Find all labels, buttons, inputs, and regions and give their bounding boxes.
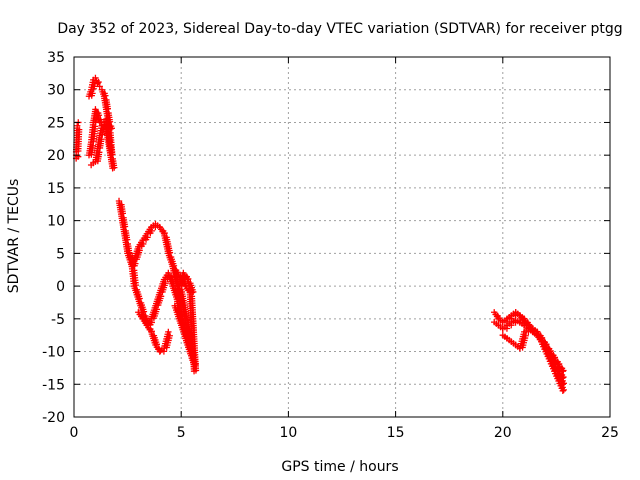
series-early-cluster-a xyxy=(72,119,83,162)
y-tick-label: 5 xyxy=(56,246,65,262)
y-tick-label: 35 xyxy=(47,50,65,66)
y-axis-title: SDTVAR / TECUs xyxy=(6,179,22,294)
plot-frame xyxy=(73,56,611,418)
data-point xyxy=(559,387,567,395)
x-tick-label: 20 xyxy=(494,425,512,441)
data-point xyxy=(132,260,139,267)
data-point xyxy=(136,247,143,254)
series-late-track-4 xyxy=(503,309,567,375)
x-tick-label: 10 xyxy=(279,425,297,441)
data-point xyxy=(559,367,567,375)
data-point xyxy=(109,165,116,172)
series-arc-3 xyxy=(87,119,118,172)
y-tick-label: 15 xyxy=(47,181,65,197)
data-point xyxy=(559,374,567,381)
data-point xyxy=(153,306,160,313)
data-point xyxy=(97,118,105,125)
y-tick-label: 25 xyxy=(47,115,65,131)
y-tick-label: 30 xyxy=(47,83,65,99)
y-tick-label: 20 xyxy=(47,148,65,164)
y-tick-label: 10 xyxy=(47,214,65,230)
axis-ticks: 0 5 10 15 20 25 -20 -15 -10 -5 0 5 10 15 20 25 30 35 xyxy=(42,50,619,441)
data-point xyxy=(74,153,82,160)
series-mid-track-5 xyxy=(169,263,200,375)
data-point xyxy=(89,90,96,97)
x-tick-label: 0 xyxy=(70,425,79,441)
y-tick-label: -5 xyxy=(51,312,65,328)
x-tick-label: 15 xyxy=(387,425,405,441)
data-point xyxy=(95,78,102,86)
data-point xyxy=(560,386,567,394)
y-tick-label: -10 xyxy=(42,345,65,361)
x-tick-label: 25 xyxy=(601,425,619,441)
x-tick-label: 5 xyxy=(177,425,186,441)
data-point xyxy=(165,328,172,336)
data-point xyxy=(96,149,103,156)
data-point xyxy=(157,293,165,300)
y-tick-label: -20 xyxy=(42,410,65,426)
data-point xyxy=(94,79,101,87)
data-point xyxy=(91,80,98,88)
data-point xyxy=(166,332,173,339)
y-tick-label: -15 xyxy=(42,377,65,393)
data-point xyxy=(190,367,198,375)
x-axis-title: GPS time / hours xyxy=(281,459,398,475)
data-point xyxy=(75,126,83,133)
data-points xyxy=(72,74,567,395)
data-point xyxy=(522,332,529,339)
data-point xyxy=(98,136,105,143)
y-tick-label: 0 xyxy=(56,279,65,295)
data-point xyxy=(162,280,169,287)
chart-title: Day 352 of 2023, Sidereal Day-to-day VTE… xyxy=(57,21,622,37)
data-point xyxy=(96,83,103,90)
data-point xyxy=(74,122,81,129)
